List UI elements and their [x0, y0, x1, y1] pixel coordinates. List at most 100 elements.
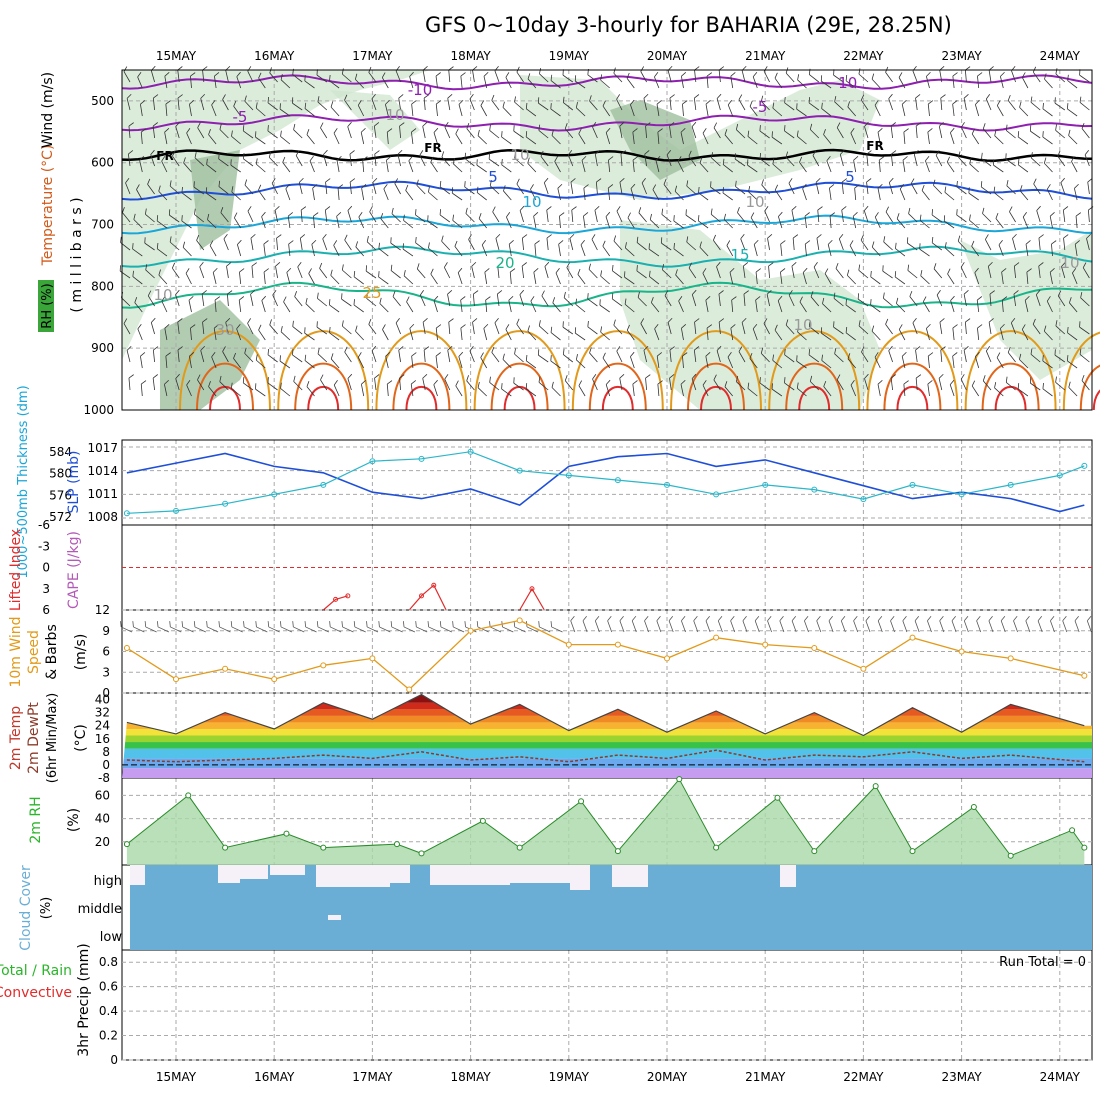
wind-barb — [627, 212, 635, 229]
barb-flag — [164, 324, 170, 329]
barb-flag — [950, 295, 955, 301]
barb-staff — [492, 211, 500, 223]
wind-barb — [677, 156, 684, 173]
contour-minus5 — [121, 114, 1093, 132]
wind-barb — [854, 184, 860, 201]
dewpt-axis-label: 2m DewPt — [26, 702, 42, 774]
barb-staff — [656, 104, 660, 117]
wind-barb — [1009, 206, 1016, 223]
barb-flag — [902, 156, 908, 161]
barb-staff — [816, 238, 820, 251]
barb-flag — [497, 262, 503, 267]
wind-barb — [354, 73, 364, 89]
barb-staff — [546, 210, 549, 223]
barb-flag — [564, 375, 568, 381]
wind-barb — [613, 235, 623, 251]
barb-staff — [275, 266, 278, 279]
contour-label: FR — [156, 149, 173, 163]
barb-flag — [242, 125, 245, 131]
barb-flag — [214, 296, 221, 301]
barb-staff — [197, 379, 205, 391]
barb-staff — [489, 130, 500, 139]
wind-barb — [632, 380, 638, 397]
wind-barb — [280, 382, 291, 397]
barb-staff — [379, 303, 389, 313]
wind-barb — [126, 93, 132, 111]
barb-staff — [589, 100, 598, 111]
barb-flag — [347, 373, 353, 379]
barb-staff — [686, 241, 697, 251]
barb-staff — [300, 210, 303, 223]
contour-label: 10 — [745, 193, 764, 211]
rh-point — [1069, 827, 1076, 834]
barb-staff — [661, 242, 672, 251]
barb-staff — [788, 183, 795, 195]
barb-flag — [552, 297, 556, 303]
barb-flag — [267, 125, 269, 131]
li-point — [431, 582, 437, 588]
wind-barb — [1049, 268, 1055, 285]
barb-flag — [931, 209, 934, 215]
thickness-tick-label: 584 — [49, 445, 72, 459]
barb-flag — [206, 158, 208, 165]
barb-flag — [317, 292, 319, 299]
wind-barb — [478, 213, 488, 229]
wind10-barb — [341, 621, 354, 633]
wind-speed-point — [173, 676, 179, 683]
wind-barb — [759, 377, 770, 391]
date-label-top: 18MAY — [450, 49, 491, 63]
barb-staff — [571, 210, 574, 223]
wind-barb — [624, 271, 635, 285]
wind-barb — [861, 346, 869, 363]
barb-staff — [971, 133, 980, 145]
wind-barb — [847, 353, 857, 369]
wind-barb — [255, 158, 266, 173]
barb-flag — [140, 100, 146, 105]
rh-point — [909, 848, 916, 855]
barb-flag — [464, 621, 466, 627]
barb-staff — [514, 101, 524, 111]
barb-flag — [415, 209, 417, 215]
wind-barb — [501, 158, 512, 173]
wind-barb — [600, 326, 610, 341]
wind-barb — [218, 153, 229, 167]
wind-barb — [349, 150, 355, 167]
barb-flag — [439, 180, 442, 187]
barb-staff — [403, 626, 416, 633]
barb-flag — [317, 348, 320, 354]
wind-barb — [866, 178, 872, 195]
barb-flag — [280, 326, 283, 332]
barb-flag — [295, 150, 300, 156]
barb-flag — [516, 178, 520, 185]
barb-flag — [705, 296, 711, 301]
date-label-bottom: 19MAY — [549, 1070, 590, 1084]
barb-flag — [430, 156, 434, 163]
wind10-barb — [668, 615, 674, 633]
barb-flag — [681, 615, 686, 621]
wind-speed-point — [467, 627, 474, 634]
barb-staff — [121, 297, 131, 307]
barb-flag — [357, 100, 362, 106]
barb-staff — [976, 620, 982, 633]
barb-staff — [960, 267, 967, 279]
barb-staff — [1062, 620, 1068, 633]
wind-barb — [1042, 382, 1053, 397]
wind-barb — [324, 206, 331, 223]
wind-barb — [940, 94, 946, 111]
barb-flag — [682, 100, 688, 105]
barb-flag — [211, 99, 216, 106]
minmax-axis-label: (6hr Min/Max) — [45, 693, 60, 783]
wind-barb — [808, 349, 820, 363]
barb-staff — [864, 378, 869, 391]
barb-flag — [439, 621, 442, 627]
barb-flag — [994, 129, 997, 136]
wind-barb — [971, 380, 980, 397]
barb-staff — [657, 132, 660, 145]
barb-flag — [439, 209, 442, 215]
barb-flag — [304, 102, 307, 109]
barb-flag — [1080, 292, 1083, 298]
contour-35 — [798, 385, 831, 411]
barb-flag — [447, 346, 453, 351]
wind-barb — [489, 180, 500, 195]
barb-flag — [661, 208, 664, 215]
